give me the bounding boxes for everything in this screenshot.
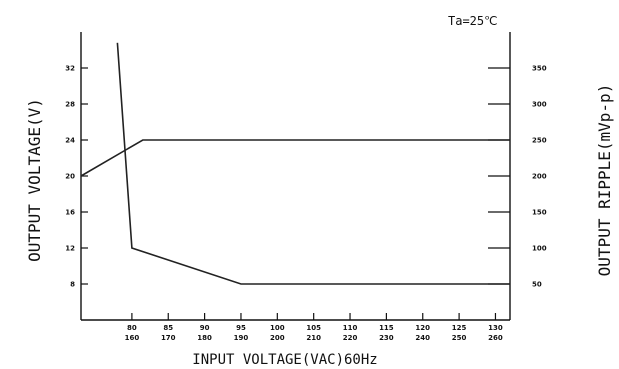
x-tick-label-top: 105 [306,324,321,332]
x-tick-label-bottom: 180 [197,334,212,342]
x-tick-label-bottom: 250 [452,334,467,342]
axes [80,32,511,321]
x-tick-label-top: 80 [127,324,137,332]
y-left-tick-label: 16 [65,209,75,217]
y-axis-label-right: OUTPUT RIPPLE(mVp-p) [595,84,614,277]
x-tick-label-bottom: 160 [125,334,140,342]
y-axis-label-left: OUTPUT VOLTAGE(V) [25,98,44,262]
x-tick-label-top: 130 [488,324,503,332]
x-tick-label-top: 110 [343,324,358,332]
series-layer [80,42,510,285]
x-tick-label-top: 95 [236,324,246,332]
chart-annotation: Ta=25℃ [448,14,498,28]
x-tick-label-bottom: 190 [234,334,249,342]
y-right-tick-label: 100 [532,245,547,253]
y-right-tick-label: 200 [532,173,547,181]
x-tick-label-top: 115 [379,324,394,332]
x-tick-label-top: 120 [415,324,430,332]
x-tick-label-bottom: 170 [161,334,176,342]
y-left-tick-label: 20 [65,173,75,181]
x-tick-label-top: 100 [270,324,285,332]
y-right-tick-label: 50 [532,281,542,289]
x-tick-label-bottom: 260 [488,334,503,342]
ticks: 80 160 85 170 90 180 95 190 100 200 105 210 110 220 11… [65,65,546,343]
y-left-tick-label: 28 [65,101,75,109]
x-tick-label-top: 90 [200,324,210,332]
x-tick-label-top: 125 [452,324,467,332]
y-right-tick-label: 250 [532,137,547,145]
x-tick-label-bottom: 240 [415,334,430,342]
x-axis-label: INPUT VOLTAGE(VAC)60Hz [192,352,377,368]
x-tick-label-bottom: 200 [270,334,285,342]
y-left-tick-label: 32 [65,65,75,73]
y-right-tick-label: 150 [532,209,547,217]
y-left-tick-label: 24 [65,137,75,145]
output-voltage-line [80,139,510,177]
y-left-tick-label: 12 [65,245,75,253]
x-tick-label-bottom: 210 [306,334,321,342]
y-right-tick-label: 350 [532,65,547,73]
x-tick-label-top: 85 [163,324,173,332]
y-right-tick-label: 300 [532,101,547,109]
output-ripple-line [116,42,510,285]
y-left-tick-label: 8 [70,281,75,289]
x-tick-label-bottom: 230 [379,334,394,342]
x-tick-label-bottom: 220 [343,334,358,342]
